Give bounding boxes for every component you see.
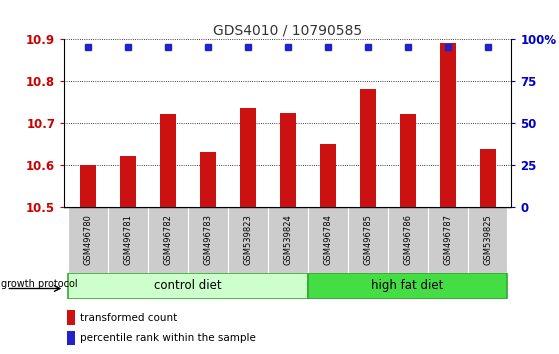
Bar [308, 273, 508, 299]
Text: GSM496784: GSM496784 [323, 215, 332, 265]
Text: GSM496781: GSM496781 [124, 215, 132, 265]
Bar [188, 207, 228, 273]
Text: GSM496787: GSM496787 [443, 214, 452, 266]
Text: transformed count: transformed count [80, 313, 177, 322]
Bar [200, 153, 216, 207]
Text: GSM539824: GSM539824 [283, 215, 292, 265]
Bar [68, 310, 75, 325]
Bar [348, 207, 388, 273]
Text: high fat diet: high fat diet [372, 279, 444, 292]
Text: GSM539823: GSM539823 [244, 215, 253, 265]
Text: GSM496783: GSM496783 [203, 214, 212, 266]
Bar [320, 144, 336, 207]
Bar [467, 207, 508, 273]
Bar [268, 207, 308, 273]
Text: GSM496780: GSM496780 [84, 215, 93, 265]
Bar [388, 207, 428, 273]
Bar [439, 43, 456, 207]
Bar [148, 207, 188, 273]
Text: GSM496785: GSM496785 [363, 215, 372, 265]
Text: percentile rank within the sample: percentile rank within the sample [80, 333, 256, 343]
Bar [68, 207, 108, 273]
Bar [240, 108, 256, 207]
Title: GDS4010 / 10790585: GDS4010 / 10790585 [214, 24, 362, 38]
Text: growth protocol: growth protocol [1, 279, 78, 289]
Text: GSM496782: GSM496782 [164, 215, 173, 265]
Bar [68, 331, 75, 345]
Bar [108, 207, 148, 273]
Text: GSM539825: GSM539825 [483, 215, 492, 265]
Bar [280, 113, 296, 207]
Text: control diet: control diet [154, 279, 222, 292]
Bar [480, 149, 495, 207]
Bar [428, 207, 467, 273]
Bar [120, 156, 136, 207]
Bar [360, 88, 376, 207]
Text: GSM496786: GSM496786 [403, 214, 412, 266]
Bar [228, 207, 268, 273]
Bar [400, 114, 416, 207]
Bar [68, 273, 308, 299]
Bar [160, 114, 176, 207]
Bar [308, 207, 348, 273]
Bar [80, 165, 96, 207]
